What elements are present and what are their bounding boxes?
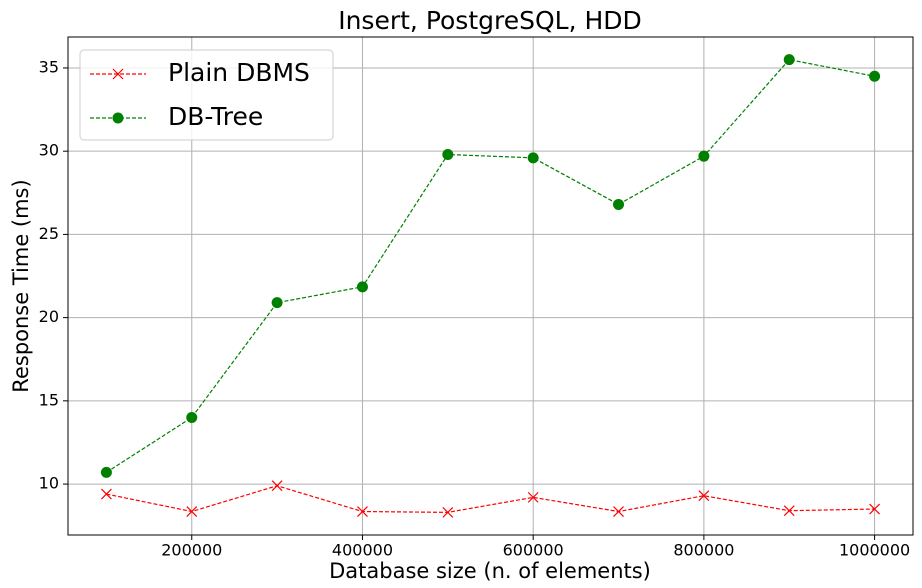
marker [186, 506, 198, 517]
y-tick-label: 10 [39, 474, 59, 493]
y-tick-label: 15 [39, 390, 59, 409]
marker [783, 54, 795, 66]
legend-marker [112, 112, 124, 124]
marker [271, 297, 283, 309]
marker [527, 152, 539, 164]
marker [527, 491, 539, 503]
legend: Plain DBMS DB-Tree [79, 49, 334, 141]
x-tick-label: 400000 [332, 541, 393, 560]
marker [783, 505, 795, 517]
marker [698, 150, 710, 162]
marker [357, 506, 368, 517]
y-tick-label: 25 [39, 224, 59, 243]
series-line [106, 58, 875, 473]
marker [100, 488, 112, 500]
legend-label: Plain DBMS [168, 58, 310, 87]
legend-box [79, 49, 334, 141]
x-tick-label: 1000000 [839, 541, 910, 560]
marker [442, 149, 454, 161]
marker [698, 490, 710, 502]
marker [442, 506, 454, 518]
x-tick-label: 800000 [673, 541, 734, 560]
marker [869, 503, 881, 515]
y-axis-label: Response Time (ms) [9, 179, 33, 392]
x-tick-label: 600000 [503, 541, 564, 560]
marker [869, 70, 881, 82]
marker [613, 198, 625, 210]
y-tick-label: 35 [39, 57, 59, 76]
y-tick-label: 30 [39, 141, 59, 160]
marker [356, 281, 368, 293]
x-axis-label: Database size (n. of elements) [329, 559, 651, 583]
x-tick-label: 200000 [161, 541, 222, 560]
marker [186, 411, 198, 423]
y-tick-label: 20 [39, 307, 59, 326]
chart-title: Insert, PostgreSQL, HDD [338, 6, 642, 35]
marker [100, 466, 112, 478]
legend-marker [112, 68, 124, 80]
marker [271, 480, 283, 492]
plot-frame [67, 36, 914, 536]
series-line [106, 485, 875, 513]
marker [613, 506, 624, 517]
legend-label: DB-Tree [168, 102, 263, 131]
